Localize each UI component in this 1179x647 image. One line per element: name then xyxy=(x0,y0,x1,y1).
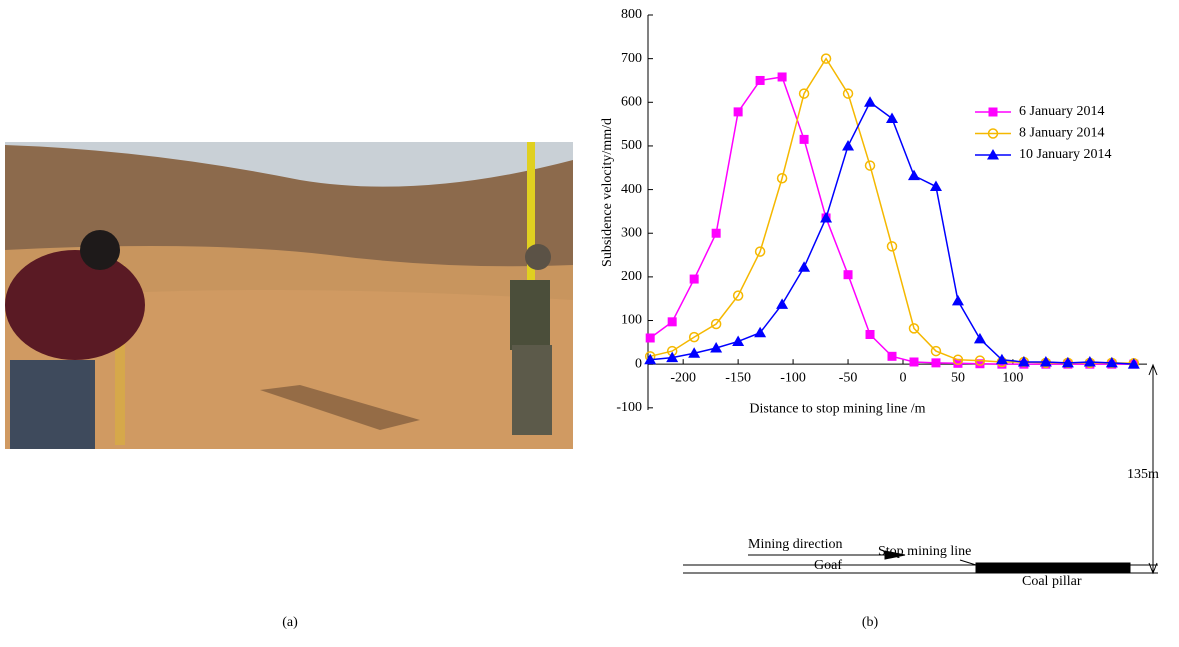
marker xyxy=(929,180,942,192)
marker xyxy=(776,298,789,309)
goaf-label: Goaf xyxy=(814,558,842,573)
marker xyxy=(995,353,1008,365)
y-axis-label: Subsidence velocity/mm/d xyxy=(600,118,615,267)
marker xyxy=(777,72,787,82)
marker xyxy=(987,128,999,139)
marker xyxy=(666,351,679,363)
marker xyxy=(886,241,898,252)
marker xyxy=(754,326,767,338)
legend-label: 8 January 2014 xyxy=(1019,126,1105,141)
marker xyxy=(842,139,855,151)
y-tick-label: 0 xyxy=(635,356,642,371)
marker xyxy=(820,53,832,64)
marker xyxy=(864,160,876,171)
marker xyxy=(974,355,986,366)
x-tick-label: -50 xyxy=(839,370,858,385)
marker xyxy=(907,169,920,181)
marker xyxy=(1017,355,1030,367)
marker xyxy=(1039,355,1052,367)
marker xyxy=(1105,356,1118,368)
marker xyxy=(645,333,655,343)
y-tick-label: 500 xyxy=(621,138,642,153)
marker xyxy=(688,347,701,358)
x-axis-label: Distance to stop mining line /m xyxy=(749,401,925,416)
marker xyxy=(886,112,899,123)
marker xyxy=(798,261,811,272)
y-tick-label: 100 xyxy=(621,313,642,328)
marker xyxy=(688,331,700,343)
marker xyxy=(931,358,941,368)
marker xyxy=(754,246,766,257)
marker xyxy=(689,274,699,284)
photo xyxy=(5,142,573,449)
x-tick-label: 0 xyxy=(899,370,906,385)
marker xyxy=(733,107,743,117)
marker xyxy=(732,290,744,301)
marker xyxy=(799,134,809,144)
pillar-label: Coal pillar xyxy=(1022,574,1082,589)
x-tick-label: 50 xyxy=(951,370,965,385)
marker xyxy=(953,358,963,368)
marker xyxy=(820,211,833,223)
x-tick-label: -200 xyxy=(670,370,696,385)
marker xyxy=(755,75,765,85)
marker xyxy=(711,228,721,238)
series-line xyxy=(650,101,1134,365)
x-tick-label: 100 xyxy=(1002,370,1023,385)
x-tick-label: -150 xyxy=(725,370,751,385)
panel-label: (a) xyxy=(282,615,298,630)
marker xyxy=(798,88,810,99)
marker xyxy=(865,329,875,339)
depth-label: 135m xyxy=(1127,467,1159,482)
marker xyxy=(842,88,854,99)
y-tick-label: 600 xyxy=(621,95,642,110)
marker xyxy=(987,149,999,160)
marker xyxy=(732,335,745,346)
marker xyxy=(644,353,657,365)
legend-label: 6 January 2014 xyxy=(1019,104,1105,119)
direction-label: Mining direction xyxy=(748,537,843,552)
panel-label: (b) xyxy=(862,615,879,630)
marker xyxy=(1083,355,1096,367)
marker xyxy=(988,107,998,117)
marker xyxy=(710,342,723,353)
marker xyxy=(975,359,985,369)
marker xyxy=(667,317,677,327)
y-tick-label: 300 xyxy=(621,225,642,240)
y-tick-label: 800 xyxy=(621,7,642,22)
y-tick-label: 200 xyxy=(621,269,642,284)
marker xyxy=(930,345,942,357)
marker xyxy=(1061,356,1074,368)
x-tick-label: -100 xyxy=(780,370,806,385)
marker xyxy=(952,354,964,366)
legend-label: 10 January 2014 xyxy=(1019,147,1112,162)
y-tick-label: 700 xyxy=(621,51,642,66)
y-tick-label: 400 xyxy=(621,182,642,197)
marker xyxy=(843,270,853,280)
section-diagram xyxy=(683,363,1158,575)
marker xyxy=(909,357,919,367)
y-tick-label: -100 xyxy=(616,400,642,415)
marker xyxy=(973,332,986,344)
marker xyxy=(1127,358,1140,369)
marker xyxy=(951,294,964,306)
marker xyxy=(776,172,788,184)
marker xyxy=(864,96,877,107)
marker xyxy=(710,318,722,330)
marker xyxy=(887,351,897,361)
marker xyxy=(908,323,920,334)
